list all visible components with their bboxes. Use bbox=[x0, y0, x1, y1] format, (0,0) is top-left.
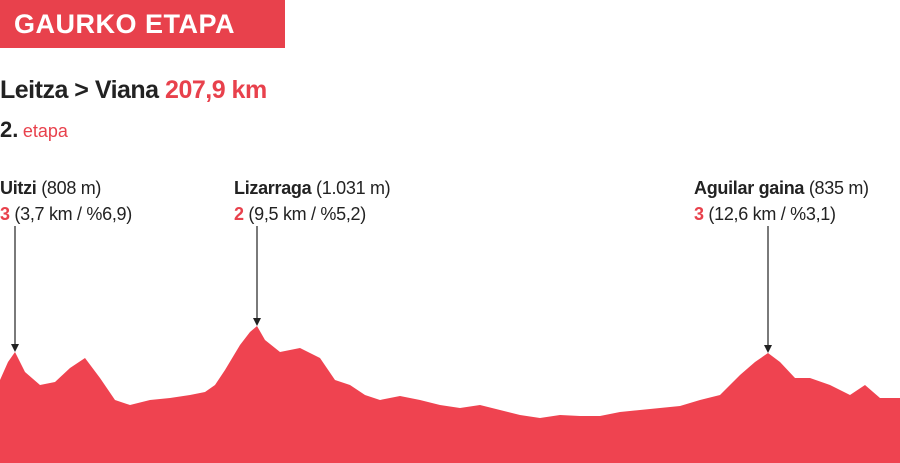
route: Leitza > Viana bbox=[0, 76, 159, 104]
climb-name: Uitzi bbox=[0, 178, 37, 198]
climb-name: Aguilar gaina bbox=[694, 178, 805, 198]
climb-altitude: (1.031 m) bbox=[316, 178, 391, 198]
elevation-profile bbox=[0, 326, 900, 463]
climb: Aguilar gaina (835 m) 3 (12,6 km / %3,1) bbox=[694, 175, 869, 227]
climb: Lizarraga (1.031 m) 2 (9,5 km / %5,2) bbox=[234, 175, 391, 227]
climb-details: (12,6 km / %3,1) bbox=[708, 204, 836, 224]
climb-category: 3 bbox=[0, 204, 10, 224]
arrows bbox=[14, 226, 769, 347]
climb-category: 3 bbox=[694, 204, 704, 224]
climb-altitude: (835 m) bbox=[808, 178, 869, 198]
climb-name: Lizarraga bbox=[234, 178, 312, 198]
climb: Uitzi (808 m) 3 (3,7 km / %6,9) bbox=[0, 175, 132, 227]
arrowhead bbox=[253, 318, 261, 326]
arrowhead bbox=[764, 345, 772, 353]
stage-route: Leitza > Viana 207,9 km bbox=[0, 76, 267, 105]
header-title: GAURKO ETAPA bbox=[0, 0, 285, 48]
arrowhead bbox=[11, 344, 19, 352]
climb-category: 2 bbox=[234, 204, 244, 224]
arrowheads bbox=[11, 318, 772, 353]
stage-label: etapa bbox=[22, 121, 68, 141]
stage-number: 2. etapa bbox=[0, 117, 68, 143]
climb-altitude: (808 m) bbox=[41, 178, 102, 198]
number: 2. bbox=[0, 117, 19, 142]
climb-details: (9,5 km / %5,2) bbox=[248, 204, 366, 224]
distance: 207,9 km bbox=[165, 76, 267, 104]
climb-details: (3,7 km / %6,9) bbox=[14, 204, 132, 224]
